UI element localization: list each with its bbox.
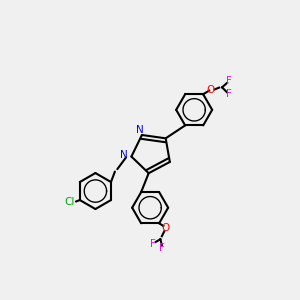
Text: F: F [226,76,232,86]
Text: F: F [159,243,165,253]
Text: N: N [120,150,128,160]
Text: F: F [226,89,232,99]
Text: F: F [150,239,156,249]
Text: O: O [206,85,215,95]
Text: N: N [136,124,143,135]
Text: O: O [162,223,170,233]
Text: Cl: Cl [65,197,75,207]
